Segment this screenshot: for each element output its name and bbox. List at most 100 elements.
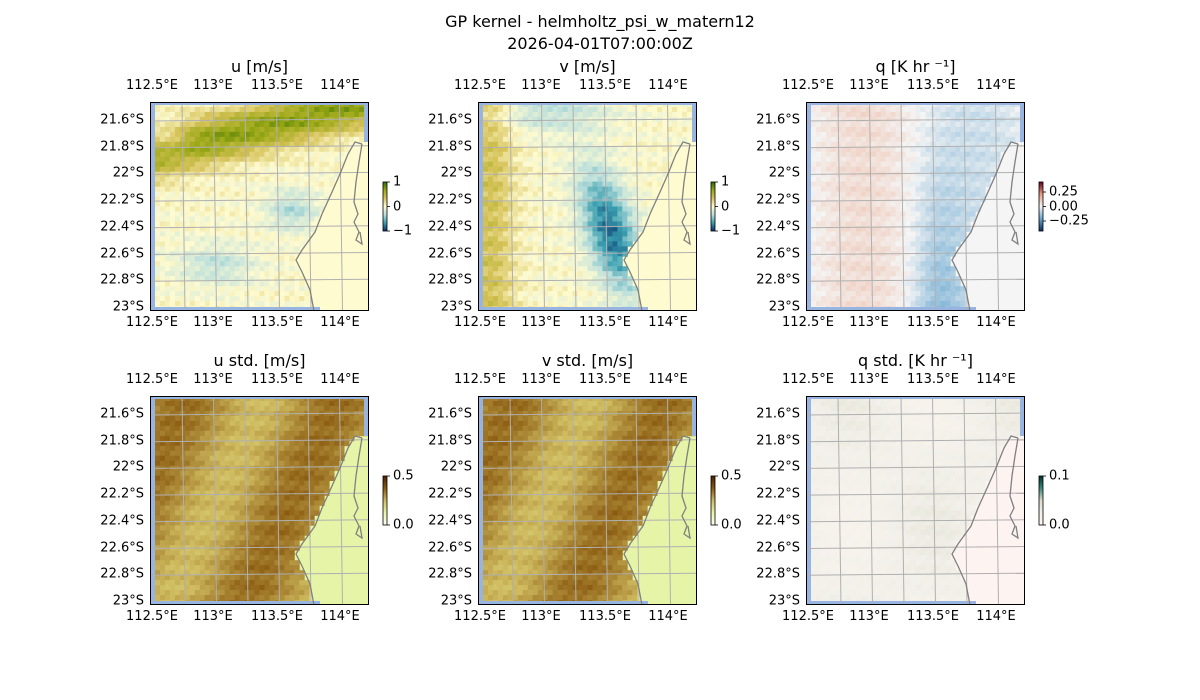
heatmap-cell — [815, 206, 822, 212]
heatmap-cell — [309, 181, 315, 187]
heatmap-cell — [1015, 121, 1021, 128]
heatmap-cell — [497, 181, 504, 187]
heatmap-cell — [572, 111, 578, 118]
heatmap-cell — [299, 226, 305, 232]
heatmap-cell — [855, 181, 862, 187]
heatmap-cell — [582, 171, 588, 178]
heatmap-cell — [945, 221, 951, 227]
heatmap-cell — [359, 420, 365, 427]
heatmap-cell — [269, 276, 275, 282]
heatmap-cell — [274, 201, 280, 207]
heatmap-cell — [284, 121, 290, 128]
heatmap-cell — [965, 161, 971, 168]
heatmap-cell — [1000, 131, 1006, 138]
heatmap-cell — [542, 261, 549, 267]
heatmap-cell — [527, 226, 534, 232]
heatmap-cell — [955, 106, 961, 113]
heatmap-cell — [1015, 111, 1021, 118]
heatmap-cell — [154, 246, 161, 252]
heatmap-cell — [512, 271, 519, 277]
heatmap-cell — [239, 106, 245, 113]
heatmap-cell — [975, 151, 981, 158]
heatmap-cell — [359, 136, 365, 143]
heatmap-cell — [209, 201, 216, 207]
heatmap-cell — [622, 266, 628, 272]
heatmap-cell — [249, 186, 255, 192]
heatmap-cell — [890, 276, 896, 282]
heatmap-cell — [925, 106, 931, 113]
heatmap-cell — [169, 116, 176, 123]
heatmap-cell — [562, 196, 568, 202]
heatmap-cell — [169, 281, 176, 287]
heatmap-cell — [607, 141, 613, 148]
heatmap-cell — [239, 405, 245, 412]
heatmap-cell — [482, 146, 489, 153]
heatmap-cell — [900, 201, 906, 207]
heatmap-cell — [602, 286, 608, 292]
heatmap-cell — [174, 425, 181, 432]
heatmap-cell — [194, 141, 201, 148]
heatmap-cell — [627, 211, 633, 217]
heatmap-cell — [567, 286, 573, 292]
heatmap-cell — [527, 141, 534, 148]
heatmap-cell — [607, 181, 613, 187]
heatmap-cell — [845, 286, 852, 292]
heatmap-cell — [557, 301, 564, 307]
heatmap-cell — [169, 256, 176, 262]
heatmap-cell — [552, 111, 559, 118]
heatmap-cell — [244, 151, 250, 158]
heatmap-cell — [835, 191, 842, 197]
heatmap-cell — [860, 246, 867, 252]
heatmap-cell — [502, 261, 509, 267]
panel-u — [150, 102, 390, 311]
heatmap-cell — [179, 221, 186, 227]
heatmap-cell — [259, 191, 265, 197]
heatmap-cell — [299, 106, 305, 113]
heatmap-cell — [815, 141, 822, 148]
heatmap-cell — [264, 221, 270, 227]
heatmap-cell — [642, 141, 648, 148]
heatmap-cell — [154, 191, 161, 197]
heatmap-cell — [835, 216, 842, 222]
heatmap-cell — [980, 126, 986, 133]
heatmap-cell — [254, 286, 260, 292]
heatmap-cell — [537, 171, 544, 178]
heatmap-cell — [910, 266, 916, 272]
heatmap-cell — [865, 131, 872, 138]
heatmap-cell — [657, 136, 663, 143]
heatmap-cell — [487, 246, 494, 252]
heatmap-cell — [294, 286, 300, 292]
heatmap-cell — [965, 181, 971, 187]
heatmap-cell — [239, 171, 245, 178]
heatmap-cell — [597, 186, 603, 192]
heatmap-cell — [960, 291, 966, 297]
heatmap-cell — [154, 266, 161, 272]
heatmap-cell — [224, 236, 231, 242]
heatmap-cell — [910, 136, 916, 143]
heatmap-cell — [582, 131, 588, 138]
heatmap-cell — [344, 141, 350, 148]
heatmap-cell — [612, 211, 618, 217]
heatmap-cell — [930, 206, 936, 212]
heatmap-cell — [522, 261, 529, 267]
heatmap-cell — [975, 191, 981, 197]
heatmap-cell — [239, 266, 245, 272]
heatmap-cell — [930, 261, 936, 267]
heatmap-cell — [517, 296, 524, 302]
heatmap-cell — [214, 430, 221, 437]
heatmap-cell — [885, 291, 892, 297]
heatmap-cell — [264, 156, 270, 163]
heatmap-cell — [299, 161, 305, 168]
heatmap-cell — [194, 196, 201, 202]
heatmap-cell — [915, 256, 921, 262]
heatmap-cell — [304, 151, 310, 158]
heatmap-cell — [830, 291, 837, 297]
heatmap-cell — [164, 296, 171, 302]
heatmap-cell — [299, 141, 305, 148]
heatmap-cell — [522, 126, 529, 133]
gridline-lon — [213, 102, 217, 311]
heatmap-cell — [875, 161, 882, 168]
heatmap-cell — [885, 106, 892, 113]
heatmap-cell — [204, 236, 211, 242]
heatmap-cell — [915, 126, 921, 133]
